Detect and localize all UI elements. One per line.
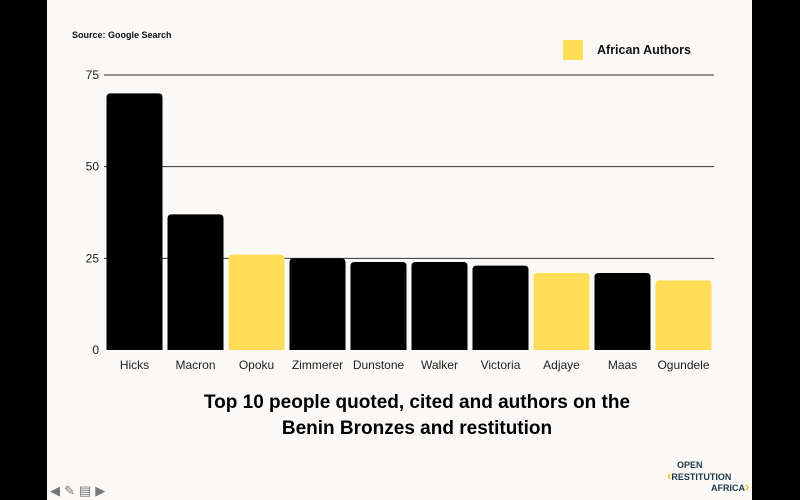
logo-line-3: AFRICA: [711, 483, 745, 493]
x-tick-label: Opoku: [239, 358, 274, 372]
bar-adjaye: [533, 273, 590, 350]
y-tick-label: 75: [86, 68, 100, 82]
x-tick-label: Walker: [421, 358, 458, 372]
bar-chart: 0 25 50 75 Hicks Macron Opoku Zimmerer Dunstone W…: [86, 68, 714, 372]
chart-source: Source: Google Search: [72, 30, 172, 40]
x-tick-label: Dunstone: [353, 358, 405, 372]
y-tick-label: 50: [86, 160, 100, 174]
bar-victoria: [472, 265, 529, 350]
notes-icon[interactable]: ▤: [78, 483, 92, 498]
y-tick-label: 0: [92, 343, 99, 357]
x-tick-label: Ogundele: [657, 358, 709, 372]
legend-label: African Authors: [597, 43, 691, 57]
bar-zimmerer: [289, 258, 346, 350]
x-tick-label: Adjaye: [543, 358, 580, 372]
bar-opoku: [228, 254, 285, 350]
x-tick-label: Maas: [608, 358, 637, 372]
legend-swatch-african-authors: [563, 40, 583, 60]
x-tick-label: Zimmerer: [292, 358, 343, 372]
x-tick-label: Macron: [175, 358, 215, 372]
title-line-2: Benin Bronzes and restitution: [281, 418, 553, 439]
open-restitution-africa-logo: OPEN ‹RESTITUTION AFRICA›: [667, 460, 750, 494]
chart-title: Top 10 people quoted, cited and authors …: [137, 390, 697, 442]
bar-dunstone: [350, 262, 407, 350]
slide: Source: Google Search 0 25 50 75 Hicks Macron…: [47, 0, 752, 500]
logo-line-1: OPEN: [677, 460, 703, 470]
y-tick-label: 25: [86, 251, 100, 265]
title-line-1: Top 10 people quoted, cited and authors …: [203, 392, 631, 413]
legend: African Authors: [563, 40, 691, 60]
logo-line-2: RESTITUTION: [671, 471, 732, 482]
slide-controls: ◀ ✎ ▤ ▶: [50, 483, 105, 499]
bar-macron: [167, 214, 224, 350]
back-arrow-icon[interactable]: ◀: [50, 483, 60, 498]
bar-hicks: [106, 93, 163, 350]
x-tick-label: Hicks: [120, 358, 149, 372]
bar-maas: [594, 273, 651, 350]
forward-arrow-icon[interactable]: ▶: [95, 483, 106, 498]
bar-walker: [411, 262, 468, 350]
pen-icon[interactable]: ✎: [64, 483, 75, 498]
x-tick-label: Victoria: [481, 358, 521, 372]
bar-ogundele: [655, 280, 712, 350]
